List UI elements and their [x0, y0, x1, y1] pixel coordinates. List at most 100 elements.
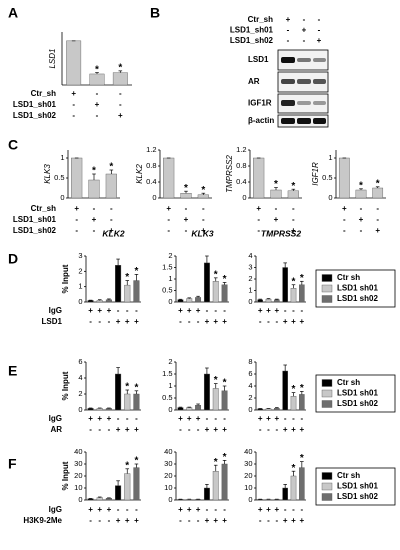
y-tick-label: 0	[60, 193, 64, 202]
condition-sign: +	[184, 215, 189, 224]
y-tick-label: 30	[164, 459, 172, 468]
bar	[290, 288, 297, 303]
condition-sign: -	[267, 317, 270, 326]
condition-label: LSD1_sh01	[13, 215, 57, 224]
condition-sign: -	[75, 226, 78, 235]
condition-sign: -	[179, 516, 182, 525]
band	[297, 101, 311, 105]
band	[297, 58, 311, 62]
condition-sign: -	[257, 226, 260, 235]
condition-sign: -	[223, 414, 226, 423]
significance-star: *	[134, 382, 138, 393]
condition-sign: -	[223, 505, 226, 514]
bar	[274, 408, 280, 411]
condition-sign: +	[92, 215, 97, 224]
condition-sign: -	[72, 111, 75, 120]
protein-label: AR	[248, 77, 260, 86]
y-tick-label: 0	[168, 495, 172, 504]
condition-sign: +	[283, 425, 288, 434]
condition-sign: +	[134, 516, 139, 525]
significance-star: *	[223, 274, 227, 285]
y-tick-label: 1	[78, 282, 82, 291]
y-tick-label: 0.8	[236, 161, 246, 170]
significance-star: *	[292, 384, 296, 395]
y-axis-label: KLK2	[135, 164, 144, 184]
y-tick-label: 30	[74, 459, 82, 468]
bar	[88, 179, 100, 199]
bar	[71, 157, 83, 199]
legend-label: LSD1 sh01	[337, 482, 378, 491]
y-tick-label: 4	[248, 251, 252, 260]
condition-sign: +	[125, 516, 130, 525]
bar	[89, 73, 105, 86]
y-tick-label: 8	[248, 357, 252, 366]
condition-label: LSD1	[42, 317, 63, 326]
condition-sign: -	[202, 215, 205, 224]
y-tick-label: 6	[248, 369, 252, 378]
legend-swatch	[321, 295, 333, 303]
y-tick-label: 1	[248, 285, 252, 294]
bar	[133, 467, 140, 501]
band	[313, 58, 326, 62]
bar	[96, 408, 103, 411]
bar	[338, 157, 350, 199]
condition-sign: +	[274, 505, 279, 514]
condition-sign: +	[274, 414, 279, 423]
significance-star: *	[292, 276, 296, 287]
condition-sign: -	[206, 306, 209, 315]
condition-sign: +	[274, 306, 279, 315]
condition-sign: -	[135, 505, 138, 514]
condition-sign: +	[258, 306, 263, 315]
y-axis-label: LSD1	[48, 48, 57, 68]
band	[297, 118, 311, 124]
significance-star: *	[125, 460, 129, 471]
condition-label: Ctr_sh	[248, 15, 273, 24]
condition-sign: -	[135, 306, 138, 315]
protein-label: IGF1R	[248, 99, 272, 108]
condition-sign: -	[188, 516, 191, 525]
condition-sign: +	[213, 425, 218, 434]
chart-title: TMPRSS2	[261, 228, 301, 238]
bar	[265, 298, 272, 303]
condition-sign: +	[187, 306, 192, 315]
condition-sign: +	[88, 505, 93, 514]
condition-sign: +	[187, 414, 192, 423]
y-tick-label: 0.5	[54, 173, 64, 182]
bar	[221, 390, 228, 411]
legend-swatch	[321, 389, 333, 398]
y-tick-label: 1.5	[162, 262, 172, 271]
condition-sign: -	[135, 414, 138, 423]
condition-sign: -	[376, 204, 379, 213]
legend-label: LSD1 sh02	[337, 492, 378, 501]
condition-sign: +	[97, 505, 102, 514]
bar	[290, 475, 297, 501]
condition-sign: +	[196, 505, 201, 514]
bar	[221, 284, 228, 303]
condition-sign: +	[134, 317, 139, 326]
y-tick-label: 10	[164, 483, 172, 492]
bar	[124, 473, 131, 501]
condition-sign: +	[222, 425, 227, 434]
panel-letter: F	[8, 456, 17, 472]
condition-sign: -	[96, 89, 99, 98]
condition-sign: +	[178, 414, 183, 423]
condition-sign: -	[110, 204, 113, 213]
condition-sign: +	[125, 317, 130, 326]
condition-sign: -	[93, 226, 96, 235]
bar	[282, 370, 288, 411]
condition-sign: +	[178, 505, 183, 514]
bar	[195, 405, 202, 411]
y-tick-label: 0	[168, 405, 172, 414]
condition-sign: -	[257, 215, 260, 224]
condition-sign: +	[88, 414, 93, 423]
condition-sign: -	[126, 414, 129, 423]
condition-sign: -	[214, 306, 217, 315]
legend-box	[315, 269, 396, 308]
y-tick-label: 40	[244, 447, 252, 456]
legend-label: Ctr sh	[337, 273, 360, 282]
condition-sign: +	[97, 306, 102, 315]
condition-sign: -	[303, 36, 306, 45]
y-tick-label: 0.4	[146, 177, 156, 186]
bar	[163, 157, 175, 199]
